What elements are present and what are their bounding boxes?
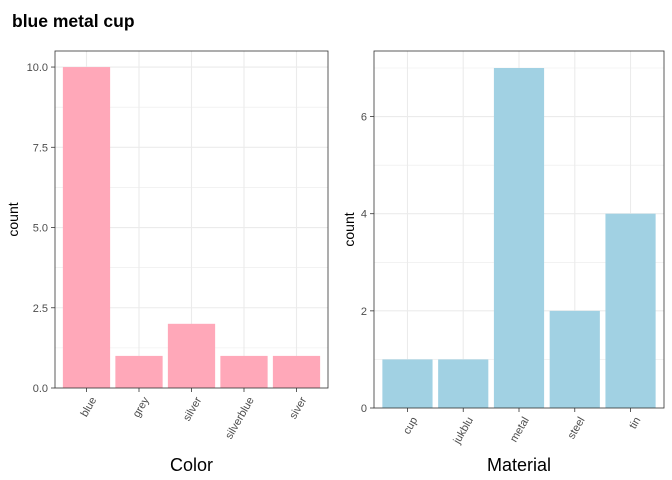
color-y-tick-label: 10.0	[27, 62, 48, 74]
material-x-axis-title: Material	[487, 455, 551, 475]
color-x-axis-title: Color	[170, 455, 213, 475]
color-y-axis-title: count	[5, 202, 21, 236]
color-bar-grey	[115, 355, 163, 388]
color-bar-blue	[62, 67, 111, 389]
material-x-tick-label-cup: cup	[401, 415, 420, 436]
material-x-tick-label-tin: tin	[627, 415, 643, 431]
material-y-tick-label: 0	[361, 403, 367, 415]
material-x-tick-label-metal: metal	[508, 415, 532, 444]
material-y-tick-label: 6	[361, 112, 367, 124]
material-x-tick-label-steel: steel	[566, 415, 588, 441]
material-bar-cup	[382, 359, 433, 408]
color-x-tick-label-grey: grey	[131, 395, 152, 420]
material-x-tick-label-jukblu: jukblu	[451, 415, 476, 447]
color-x-tick-label-blue: blue	[79, 395, 100, 419]
material-y-axis-title: count	[341, 212, 357, 246]
color-bar-silverblue	[220, 355, 268, 388]
material-y-tick-label: 4	[361, 209, 367, 221]
material-bar-metal	[493, 68, 545, 408]
color-y-tick-label: 2.5	[33, 303, 48, 315]
color-y-tick-label: 7.5	[33, 142, 48, 154]
material-bar-tin	[605, 213, 656, 408]
color-y-tick-label: 0.0	[33, 383, 48, 395]
color-y-tick-label: 5.0	[33, 223, 48, 235]
figure-title: blue metal cup	[12, 11, 135, 31]
material-bar-jukblu	[438, 359, 489, 408]
material-bar-steel	[549, 310, 600, 408]
color-x-tick-label-siver: siver	[287, 395, 309, 421]
color-bar-silver	[167, 323, 216, 388]
color-x-tick-label-silverblue: silverblue	[223, 395, 257, 441]
material-y-tick-label: 2	[361, 306, 367, 318]
color-bar-siver	[272, 355, 321, 388]
color-x-tick-label-silver: silver	[181, 395, 204, 424]
